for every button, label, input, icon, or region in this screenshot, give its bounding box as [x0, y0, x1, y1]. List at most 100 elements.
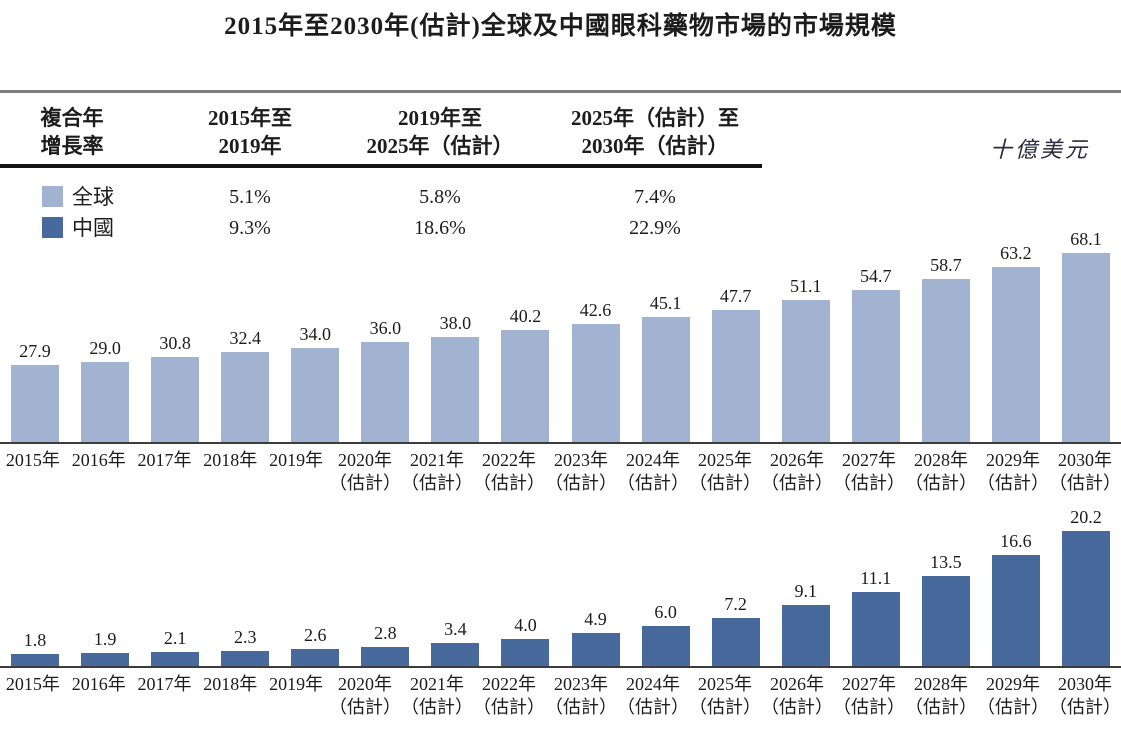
bar-column: 42.6: [561, 299, 631, 442]
bar-column: 40.2: [490, 305, 560, 442]
bar-value-label: 2.6: [304, 625, 327, 645]
bar-value-label: 6.0: [654, 602, 677, 622]
x-axis-label: 2028年 （估計）: [904, 450, 977, 493]
x-axis-label: 2023年 （估計）: [544, 674, 617, 717]
bar: [571, 633, 620, 666]
x-axis-label: 2021年 （估計）: [400, 674, 473, 717]
x-axis-label: 2022年 （估計）: [472, 450, 545, 493]
bar: [781, 300, 830, 442]
bar: [431, 337, 480, 442]
x-axis-label: 2019年: [269, 450, 324, 470]
bar: [361, 342, 410, 442]
bar: [431, 643, 480, 666]
top-divider-rule: [0, 90, 1121, 93]
bar-value-label: 54.7: [860, 266, 892, 286]
unit-label: 十億美元: [989, 137, 1090, 162]
cagr-row-header: 複合年 增長率: [40, 106, 104, 158]
x-axis-label: 2027年 （估計）: [832, 674, 905, 717]
bar-value-label: 13.5: [930, 552, 962, 572]
bar-value-label: 4.9: [584, 609, 607, 629]
bar-column: 36.0: [350, 317, 420, 442]
x-axis-label: 2016年: [71, 450, 126, 470]
bar-value-label: 7.2: [724, 594, 747, 614]
bar: [291, 649, 340, 666]
bar: [221, 651, 270, 666]
x-axis-label: 2020年 （估計）: [328, 674, 401, 717]
bar-value-label: 34.0: [299, 324, 332, 344]
bar: [81, 653, 130, 666]
bar-value-label: 68.1: [1070, 229, 1102, 249]
china-bar-chart: 1.8 1.9 2.1 2.3 2.6 2.8 3.4 4.0 4.9 6.0 7.2 9.1 11.1…: [0, 503, 1121, 668]
x-axis-label: 2019年: [269, 674, 324, 694]
cagr-col-header-2015-2019: 2015年至 2019年: [208, 106, 292, 158]
bar-column: 34.0: [280, 323, 350, 442]
bar: [921, 279, 970, 442]
page-title: 2015年至2030年(估計)全球及中國眼科藥物市場的市場規模: [224, 13, 897, 40]
global-cagr-2019-2025: 5.8%: [419, 186, 461, 208]
bar-value-label: 2.3: [233, 627, 257, 647]
bar: [361, 647, 410, 666]
bar-column: 38.0: [420, 312, 490, 442]
x-axis-label: 2017年: [137, 674, 192, 694]
bar: [571, 324, 620, 442]
bar-column: 68.1: [1051, 228, 1121, 442]
bar: [781, 605, 830, 666]
china-legend-swatch: [42, 217, 63, 238]
x-axis-label: 2016年: [71, 674, 126, 694]
x-axis-label: 2029年 （估計）: [976, 450, 1049, 493]
bar-value-label: 2.8: [374, 623, 397, 643]
bar-column: 29.0: [70, 337, 140, 442]
x-axis-label: 2030年 （估計）: [1048, 450, 1121, 493]
bar-value-label: 42.6: [579, 300, 612, 320]
x-axis-label: 2025年 （估計）: [688, 450, 761, 493]
bar-column: 63.2: [981, 242, 1051, 442]
x-axis-label: 2020年 （估計）: [328, 450, 401, 493]
bar-column: 2.6: [280, 624, 350, 666]
global-cagr-2025-2030: 7.4%: [634, 186, 676, 208]
bar-value-label: 63.2: [1000, 243, 1032, 263]
bar-column: 45.1: [631, 292, 701, 442]
cagr-col-header-2019-2025: 2019年至 2025年（估計）: [366, 106, 514, 158]
bar-column: 13.5: [911, 551, 981, 666]
bar: [851, 290, 900, 442]
bar-column: 27.9: [0, 340, 70, 442]
bar-column: 2.3: [210, 626, 280, 666]
x-axis-label: 2017年: [137, 450, 192, 470]
x-axis-label: 2018年: [203, 450, 258, 470]
x-axis-label: 2026年 （估計）: [760, 450, 833, 493]
bar: [851, 592, 900, 666]
bar: [991, 267, 1040, 442]
bar: [641, 626, 690, 666]
bar-column: 47.7: [701, 285, 771, 442]
bar-column: 9.1: [771, 580, 841, 666]
global-cagr-2015-2019: 5.1%: [229, 186, 271, 208]
bar-value-label: 16.6: [1000, 531, 1032, 551]
bar: [151, 357, 200, 442]
bar-value-label: 11.1: [860, 568, 892, 588]
x-axis-label: 2024年 （估計）: [616, 674, 689, 717]
x-axis-label: 2025年 （估計）: [688, 674, 761, 717]
china-cagr-2019-2025: 18.6%: [414, 217, 466, 239]
global-bar-chart: 27.9 29.0 30.8 32.4 34.0 36.0 38.0 40.2 42.6 45.1…: [0, 224, 1121, 444]
bar-value-label: 3.4: [444, 619, 467, 639]
bar: [221, 352, 270, 442]
bar: [151, 652, 200, 666]
bar-value-label: 1.8: [23, 630, 47, 650]
x-axis-label: 2026年 （估計）: [760, 674, 833, 717]
bar-column: 30.8: [140, 332, 210, 442]
global-legend-label: 全球: [72, 185, 114, 209]
x-axis-label: 2015年: [5, 450, 60, 470]
x-axis-label: 2018年: [203, 674, 258, 694]
x-axis-label: 2022年 （估計）: [472, 674, 545, 717]
bar-value-label: 36.0: [369, 318, 402, 338]
x-axis-label: 2027年 （估計）: [832, 450, 905, 493]
bar-value-label: 58.7: [930, 255, 962, 275]
bar-column: 58.7: [911, 254, 981, 442]
bar: [1061, 253, 1110, 442]
bar-column: 2.1: [140, 627, 210, 666]
bar: [711, 310, 760, 442]
china-cagr-2025-2030: 22.9%: [629, 217, 681, 239]
bar-value-label: 38.0: [439, 313, 472, 333]
bar-value-label: 45.1: [649, 293, 682, 313]
